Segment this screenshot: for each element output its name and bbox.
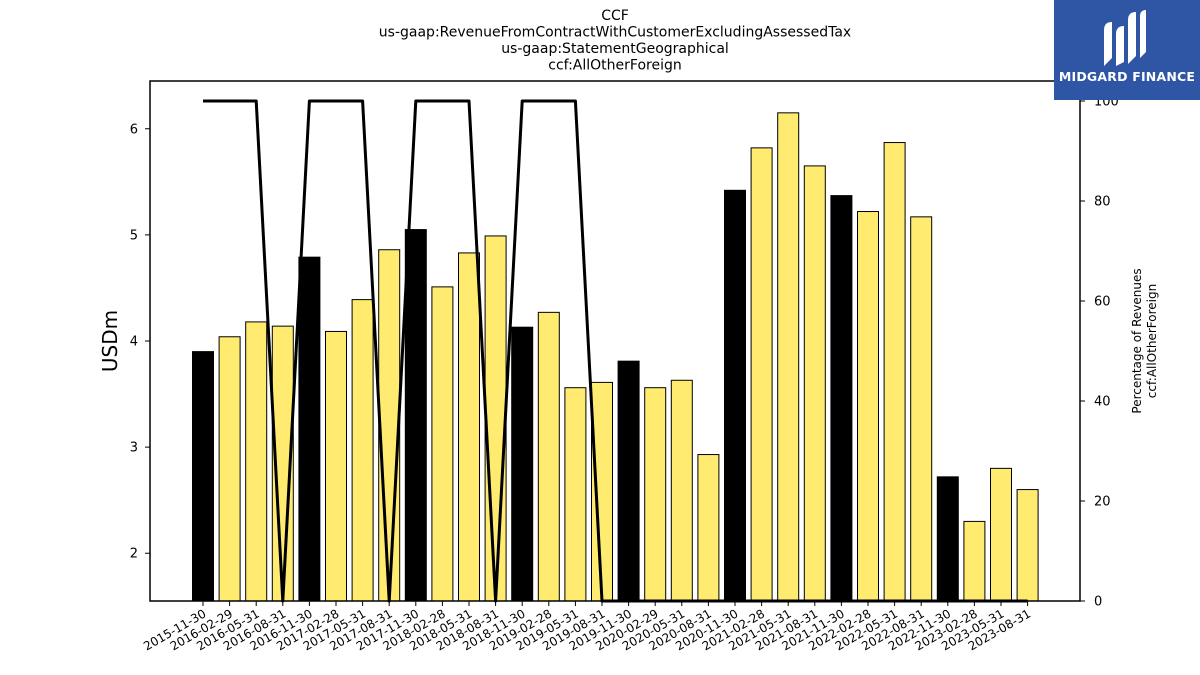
right-tick-label: 20 <box>1094 495 1111 510</box>
title-line-1: CCF <box>601 8 629 24</box>
title-line-3: us-gaap:StatementGeographical <box>501 41 729 57</box>
bar-2019-11-30 <box>617 360 640 602</box>
bar-2018-08-31 <box>484 235 507 602</box>
bar-2021-08-31 <box>803 165 826 602</box>
bar-2020-05-31 <box>670 379 693 602</box>
bar-2019-05-31 <box>564 387 587 602</box>
right-y-axis-label-line-1: Percentage of Revenues <box>1130 268 1144 413</box>
bar-2022-02-28 <box>857 211 879 602</box>
bars <box>192 112 1039 602</box>
bar-2020-11-30 <box>724 189 746 602</box>
bar-2020-08-31 <box>697 454 720 602</box>
bar-2022-08-31 <box>910 216 933 602</box>
chart-title: CCFus-gaap:RevenueFromContractWithCustom… <box>379 8 851 74</box>
right-tick-label: 0 <box>1094 595 1102 610</box>
bar-2017-02-28 <box>325 330 347 602</box>
right-tick-label: 60 <box>1094 295 1111 310</box>
right-tick-label: 80 <box>1094 195 1111 210</box>
x-axis: 2015-11-302016-02-292016-05-312016-08-31… <box>141 601 1033 653</box>
bar-2019-02-28 <box>537 311 560 602</box>
left-tick-label: 3 <box>130 441 138 456</box>
bar-2017-05-31 <box>351 299 374 602</box>
bar-2020-02-29 <box>644 387 667 602</box>
bar-2023-02-28 <box>963 520 986 602</box>
midgard-finance-logo-icon <box>1104 10 1146 66</box>
logo-text: MIDGARD FINANCE <box>1058 69 1196 84</box>
left-tick-label: 4 <box>130 335 138 350</box>
midgard-finance-logo: MIDGARD FINANCE <box>1054 0 1200 100</box>
bar-2016-05-31 <box>245 321 268 602</box>
bar-2017-08-31 <box>378 249 401 602</box>
bar-2017-11-30 <box>404 229 427 602</box>
bar-2018-02-28 <box>431 286 454 602</box>
bar-2015-11-30 <box>192 351 214 602</box>
y-axis-label: USDm <box>98 310 122 372</box>
left-tick-label: 2 <box>130 547 138 562</box>
title-line-2: us-gaap:RevenueFromContractWithCustomerE… <box>379 25 851 41</box>
bar-2021-05-31 <box>777 112 800 602</box>
title-line-4: ccf:AllOtherForeign <box>548 58 681 74</box>
bar-2019-08-31 <box>591 381 613 602</box>
bar-2018-11-30 <box>511 326 534 602</box>
bar-2022-05-31 <box>883 142 906 602</box>
right-tick-label: 40 <box>1094 395 1111 410</box>
bar-2023-05-31 <box>990 467 1012 602</box>
bar-2016-02-29 <box>218 336 241 602</box>
bar-2022-11-30 <box>936 476 959 602</box>
left-tick-label: 6 <box>130 122 138 137</box>
right-y-axis-label-line-2: ccf:AllOtherForeign <box>1145 284 1159 398</box>
bar-2023-08-31 <box>1016 489 1039 602</box>
left-y-axis: 2 3 4 5 6 <box>130 122 150 562</box>
bar-2021-11-30 <box>830 195 853 602</box>
bar-2016-11-30 <box>298 256 321 602</box>
bar-2021-02-28 <box>750 147 773 602</box>
left-tick-label: 5 <box>130 228 138 243</box>
bar-2018-05-31 <box>458 252 480 602</box>
